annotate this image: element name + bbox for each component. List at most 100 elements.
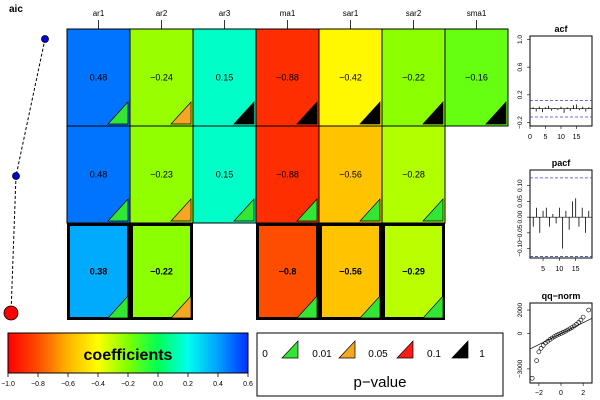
x-tick-label: 15 (572, 266, 580, 273)
qq-point (565, 327, 570, 333)
x-tick-label: 5 (544, 134, 548, 141)
colorbar-ticks: −1.0 −0.8 −0.6 −0.4 −0.2 0.0 0.2 0.4 0.6 (1, 373, 253, 388)
cell-fill (67, 223, 130, 320)
heatmap-cell: −0.42 (318, 28, 383, 127)
cell-fill (66, 28, 131, 127)
cell-value: −0.22 (402, 73, 425, 83)
column-header: sma1 (467, 9, 487, 18)
x-tick-label: 5 (541, 266, 545, 273)
y-tick-label: 0.10 (517, 179, 524, 192)
pvalue-marker (422, 198, 444, 222)
cell-fill (319, 223, 382, 320)
pvalue-marker (107, 295, 129, 319)
pvalue-swatch (281, 340, 299, 359)
pvalue-break-label: 1 (479, 349, 485, 360)
acf-panel: acf 1.0 0.6 0.2 −0.2 0 5 10 15 (517, 24, 593, 141)
pvalue-marker (107, 198, 129, 222)
cell-fill (444, 28, 509, 127)
cell-fill (381, 125, 446, 224)
panel-frame (529, 302, 593, 384)
aic-point (3, 305, 19, 321)
qq-panel: qq−norm 2000 0 −3000 −2 0 2 (517, 291, 593, 397)
pvalue-marker (170, 198, 192, 222)
x-tick-label: 0 (528, 134, 532, 141)
cell-value: −0.22 (150, 267, 173, 277)
cell-value: 0.38 (90, 267, 108, 277)
pvalue-marker (422, 101, 444, 125)
qq-point (586, 307, 591, 313)
y-tick-label: −0.2 (517, 116, 524, 129)
heatmap-cell: 0.15 (192, 125, 257, 224)
aic-point (41, 35, 49, 43)
cell-fill (192, 125, 257, 224)
colorbar-tick-label: 0.0 (153, 381, 163, 388)
pvalue-marker (296, 101, 318, 125)
aic-path (3, 35, 49, 321)
heatmap-cell: −0.24 (129, 28, 194, 127)
heatmap-cell: −0.88 (255, 28, 320, 127)
heatmap-cell: −0.16 (444, 28, 509, 127)
column-header: sar1 (343, 9, 359, 18)
pvalue-legend-title: p−value (354, 374, 407, 391)
pvalue-marker (359, 101, 381, 125)
y-tick-label: 0.05 (517, 195, 524, 208)
x-tick-label: −2 (535, 390, 543, 397)
qq-point (534, 358, 539, 363)
aic-label: aic (9, 4, 23, 15)
qq-point (529, 375, 535, 381)
pvalue-break-label: 0.01 (312, 349, 332, 360)
y-tick-label: 1.0 (517, 35, 524, 44)
cell-fill (256, 223, 319, 320)
pvalue-marker (233, 101, 255, 125)
x-tick-label: 2 (581, 390, 585, 397)
colorbar-gradient (7, 332, 249, 374)
colorbar-tick-label: −1.0 (1, 381, 15, 388)
y-tick-label: 0 (517, 331, 524, 335)
aic-point (12, 172, 20, 180)
qq-point (552, 334, 557, 339)
qq-point (578, 317, 584, 323)
panel-title: pacf (552, 158, 572, 168)
heatmap-cell: −0.29 (382, 223, 445, 320)
qq-point (556, 331, 562, 337)
column-header: ar2 (156, 9, 168, 18)
cell-value: 0.15 (216, 170, 234, 180)
pvalue-marker (296, 295, 318, 319)
colorbar: coefficients −1.0 −0.8 −0.6 −0.4 −0.2 0.0 0.2 0… (1, 332, 253, 388)
qq-point (554, 333, 559, 338)
colorbar-tick-label: −0.2 (121, 381, 135, 388)
x-tick-label: 10 (557, 134, 565, 141)
colorbar-tick-label: 0.2 (183, 381, 193, 388)
heatmap-cell: 0.15 (192, 28, 257, 127)
y-tick-label: 0.6 (517, 62, 524, 71)
pvalue-marker (170, 101, 192, 125)
qq-point (563, 328, 568, 334)
pvalue-break-label: 0 (262, 349, 268, 360)
cell-value: −0.88 (276, 73, 299, 83)
heatmap-cell: 0.48 (66, 28, 131, 127)
cell-value: −0.24 (150, 73, 173, 83)
y-tick-label: 0.2 (517, 90, 524, 99)
qq-point (560, 329, 566, 335)
heatmap-cell: 0.38 (67, 223, 130, 320)
pacf-panel: pacf 0.10 0.05 0.00−0.05−0.10 5 10 15 (517, 158, 593, 273)
cell-value: −0.23 (150, 170, 173, 180)
y-tick-label: −0.10 (517, 240, 524, 257)
y-tick-label: −0.05 (517, 224, 524, 241)
column-header: ma1 (280, 9, 296, 18)
pvalue-legend: 0 0.01 0.05 0.1 1 p−value (256, 332, 504, 397)
pvalue-legend-items: 0 0.01 0.05 0.1 1 (262, 340, 485, 360)
qq-point (567, 326, 573, 332)
cell-value: −0.88 (276, 170, 299, 180)
heatmap-cell: −0.23 (129, 125, 194, 224)
cell-value: −0.8 (279, 267, 297, 277)
heatmap-cell: −0.56 (319, 223, 382, 320)
cell-value: −0.56 (339, 170, 362, 180)
heatmap-cell: −0.56 (318, 125, 383, 224)
heatmap-cell: −0.88 (255, 125, 320, 224)
panel-title: acf (554, 24, 568, 34)
heatmap-cell: −0.22 (130, 223, 193, 320)
heatmap-cell: −0.28 (381, 125, 446, 224)
qq-point (538, 345, 544, 351)
